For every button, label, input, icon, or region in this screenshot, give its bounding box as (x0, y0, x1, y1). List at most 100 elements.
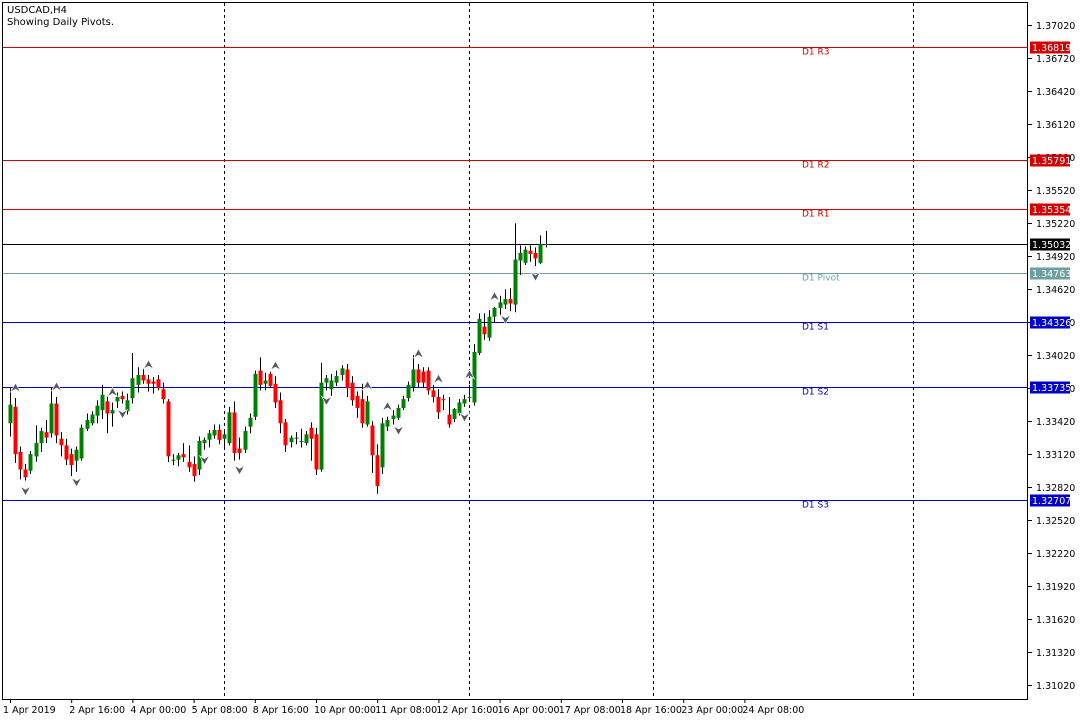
pivot-level-tag-value: 1.35354 (1032, 205, 1071, 216)
candle-body (370, 425, 375, 456)
candle-bear (447, 396, 452, 428)
pivot-level-tag-value: 1.36819 (1032, 43, 1071, 54)
candle-body (523, 249, 528, 263)
y-tick-label: 1.34920 (1036, 252, 1075, 263)
candle-bull (396, 404, 401, 421)
candle-body (375, 455, 380, 487)
candle-body (18, 451, 23, 470)
pivot-level-label: D1 R1 (802, 210, 830, 220)
fractal-up-arrow (9, 382, 22, 393)
candle-bull (74, 446, 79, 472)
fractal-up-arrow (50, 381, 63, 392)
candle-body (253, 373, 258, 417)
candle-body (426, 370, 431, 391)
candle-body (23, 469, 28, 478)
candle-bull (365, 395, 370, 427)
fractal-up-arrow (361, 380, 374, 391)
candle-body (355, 395, 360, 408)
fractal-up-arrow (488, 291, 501, 302)
candle-bear (273, 376, 278, 408)
price-axis[interactable]: 1.370201.367201.364201.361201.358201.355… (1028, 21, 1075, 692)
candle-body (365, 401, 370, 425)
candle-body (85, 420, 90, 429)
candle-body (544, 244, 549, 246)
y-tick-label: 1.34020 (1036, 351, 1075, 362)
candle-body (329, 380, 334, 390)
candle-body (406, 384, 411, 399)
candle-bull (227, 406, 232, 446)
candle-bull (498, 295, 503, 316)
candle-body (141, 374, 146, 381)
plot-frame (2, 2, 1028, 700)
candle-bull (380, 417, 385, 474)
fractal-down-arrow (19, 485, 32, 497)
candle-body (294, 437, 299, 439)
price-tags: 1.36819 1.35791 1.35354 1.34763 1.34326 1.337… (1030, 41, 1071, 507)
time-axis[interactable]: 1 Apr 2019 2 Apr 16:00 4 Apr 00:00 5 Apr 08… (3, 699, 804, 716)
candle-body (212, 429, 217, 436)
candle-body (421, 371, 426, 383)
candle-body (278, 400, 283, 424)
candle-body (477, 318, 482, 353)
candle-bull (503, 289, 508, 309)
candle-body (513, 259, 518, 305)
candle-bull (171, 454, 176, 466)
candle-bull (39, 427, 44, 452)
candle-body (472, 351, 477, 403)
x-tick-label: 16 Apr 00:00 (498, 705, 560, 716)
candle-body (268, 373, 273, 386)
candle-body (243, 431, 248, 450)
pivot-level-tag (1030, 203, 1070, 216)
fractal-arrows (9, 271, 542, 497)
candle-body (385, 420, 390, 427)
candle-bear (431, 384, 436, 403)
candle-bull (462, 394, 467, 407)
candle-body (115, 396, 120, 402)
candle-bull (477, 313, 482, 356)
candle-body (319, 382, 324, 470)
candle-bull (329, 373, 334, 396)
candle-body (237, 448, 242, 454)
candle-bull (95, 400, 100, 424)
fractal-down-arrow (458, 412, 471, 423)
candle-body (416, 369, 421, 383)
candle-bear (421, 367, 426, 388)
candle-bull (34, 425, 39, 462)
candle-body (283, 422, 288, 446)
candle-bear (232, 401, 237, 461)
candle-bull (49, 388, 54, 438)
candle-bear (360, 383, 365, 428)
pivot-level-tag-value: 1.34326 (1032, 318, 1071, 329)
x-tick-label: 1 Apr 2019 (3, 705, 56, 716)
candle-body (401, 399, 406, 408)
candle-bear (64, 438, 69, 466)
candle-body (151, 381, 156, 384)
candle-bull (319, 362, 324, 472)
candle-body (197, 440, 202, 470)
y-tick-label: 1.36120 (1036, 120, 1075, 131)
candle-body (503, 299, 508, 305)
fractal-up-arrow (269, 360, 282, 371)
fractal-down-arrow (392, 425, 405, 436)
candle-body (34, 443, 39, 457)
candle-bull (79, 424, 84, 461)
candle-body (391, 415, 396, 419)
candle-body (192, 464, 197, 477)
candle-bull (176, 453, 181, 467)
pivot-level-label: D1 Pivot (802, 274, 840, 284)
candle-body (396, 407, 401, 418)
candle-bear (482, 313, 487, 340)
y-tick-label: 1.32820 (1036, 483, 1075, 494)
candle-body (207, 433, 212, 440)
candle-bull (289, 435, 294, 448)
candle-body (289, 437, 294, 443)
candle-bear (120, 391, 125, 404)
y-tick-label: 1.36420 (1036, 87, 1075, 98)
candle-body (441, 399, 446, 401)
candle-body (110, 410, 115, 414)
candle-body (59, 438, 64, 446)
x-tick-label: 23 Apr 00:00 (681, 705, 743, 716)
candle-body (125, 400, 130, 412)
